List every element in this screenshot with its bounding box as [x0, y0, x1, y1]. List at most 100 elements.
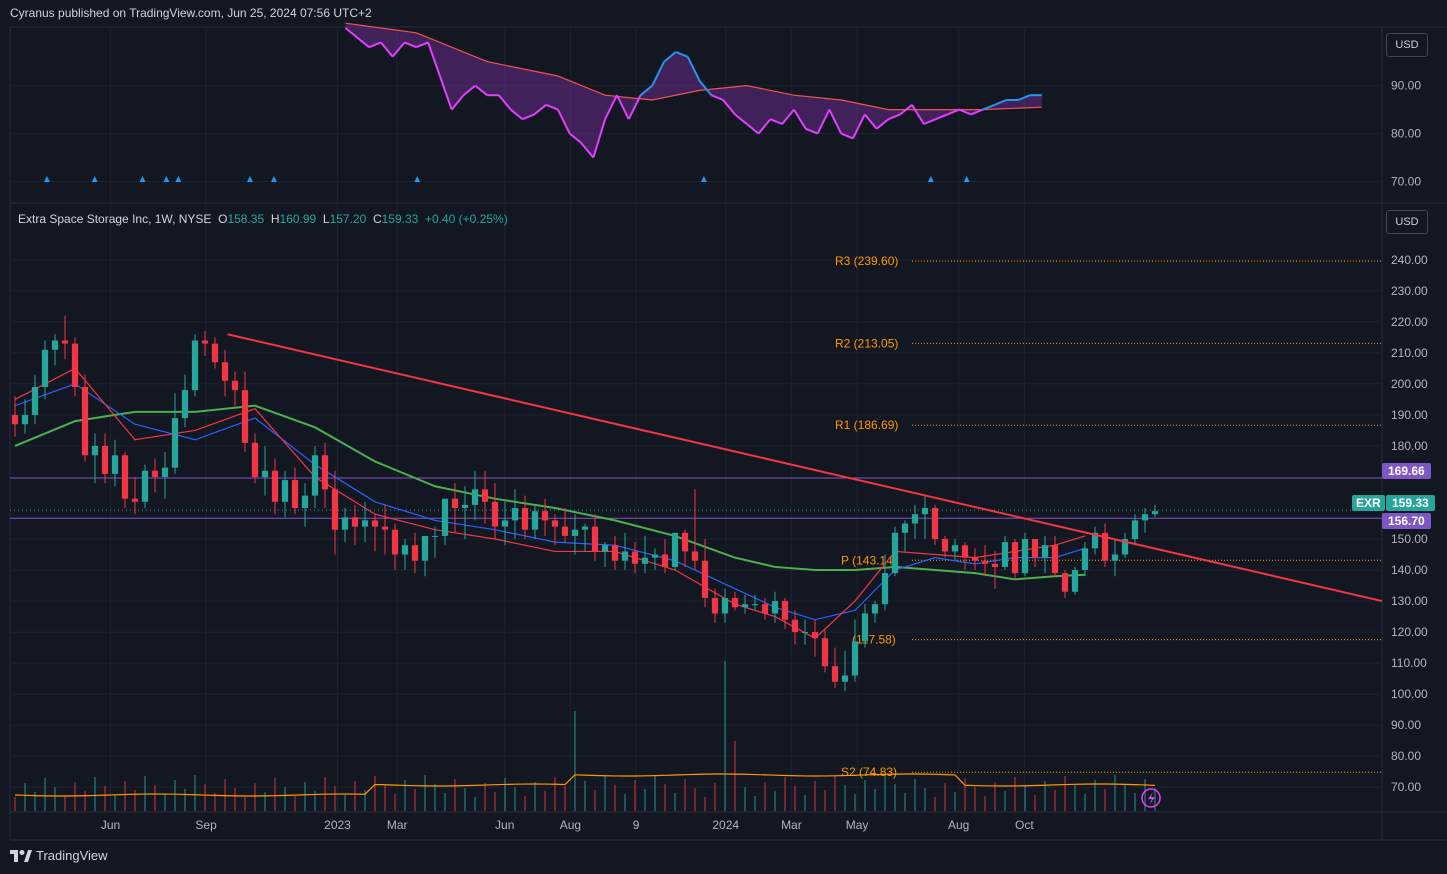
volume-bar: [454, 779, 456, 811]
candle-body: [11, 414, 19, 425]
time-tick-label: Sep: [195, 818, 217, 832]
candle-body: [1091, 532, 1099, 549]
candle-body: [71, 343, 79, 388]
publish-header: Cyranus published on TradingView.com, Ju…: [10, 6, 372, 20]
volume-bar: [874, 789, 876, 811]
volume-bar: [404, 780, 406, 811]
volume-bar: [1084, 794, 1086, 811]
volume-bar: [434, 784, 436, 811]
osc-main-segment: [510, 108, 524, 120]
candle-body: [221, 362, 229, 381]
candle-body: [581, 526, 589, 530]
legend-change: +0.40 (+0.25%): [424, 212, 508, 226]
volume-bar: [724, 661, 726, 811]
candle-body: [1051, 545, 1059, 574]
volume-bar: [134, 790, 136, 811]
volume-bar: [1114, 775, 1116, 811]
candle-body: [281, 480, 289, 502]
candle-body: [811, 632, 819, 639]
volume-bar: [284, 787, 286, 811]
osc-signal-marker: [91, 176, 98, 182]
osc-main-segment: [498, 94, 512, 111]
volume-bar: [994, 782, 996, 811]
volume-bar: [1014, 777, 1016, 811]
candle-body: [21, 414, 29, 425]
osc-main-segment: [875, 118, 890, 130]
candle-body: [181, 390, 189, 419]
candle-body: [961, 545, 969, 558]
osc-main-segment: [899, 104, 913, 116]
osc-main-segment: [522, 113, 535, 121]
volume-bar: [34, 792, 36, 811]
osc-main-segment: [888, 113, 901, 121]
osc-main-segment: [722, 99, 736, 116]
time-tick-label: Jun: [101, 818, 120, 832]
osc-main-segment: [545, 103, 559, 111]
candle-body: [881, 573, 889, 605]
candle-body: [1031, 539, 1039, 558]
osc-main-segment: [805, 127, 818, 135]
osc-signal-marker: [247, 176, 254, 182]
candle-body: [481, 489, 489, 502]
osc-main-segment: [663, 51, 677, 63]
volume-bar: [1124, 784, 1126, 811]
volume-bar: [1144, 779, 1146, 811]
candle-body: [451, 498, 459, 508]
volume-bar: [794, 786, 796, 811]
osc-main-segment: [474, 84, 488, 96]
candle-body: [131, 498, 139, 502]
candle-body: [941, 539, 949, 552]
volume-bar: [894, 784, 896, 811]
legend-high-label: H: [270, 212, 280, 226]
candle-body: [911, 514, 919, 524]
candle-body: [671, 532, 679, 567]
volume-bar: [194, 775, 196, 811]
osc-main-segment: [734, 113, 748, 125]
volume-bar: [354, 781, 356, 811]
candle-body: [51, 340, 59, 350]
candle-body: [1011, 542, 1019, 574]
volume-bar: [1154, 788, 1156, 811]
volume-bar: [614, 785, 616, 811]
lightning-icon-ring: [1141, 788, 1161, 808]
volume-bar: [504, 778, 506, 811]
currency-button-price[interactable]: USD: [1386, 210, 1428, 234]
legend-open-label: O: [218, 212, 228, 226]
volume-bar: [974, 787, 976, 811]
candle-body: [991, 563, 999, 567]
osc-main-segment: [710, 94, 724, 101]
osc-main-segment: [592, 118, 607, 158]
candle-body: [371, 520, 379, 527]
volume-bar: [364, 790, 366, 811]
volume-bar: [514, 787, 516, 811]
legend-low-label: L: [322, 212, 330, 226]
volume-bar: [84, 791, 86, 811]
volume-bar: [584, 781, 586, 811]
candle-body: [761, 604, 769, 614]
price-tick-label: 150.00: [1391, 532, 1428, 546]
candle-body: [621, 551, 629, 561]
currency-button-top[interactable]: USD: [1386, 33, 1428, 57]
candle-body: [841, 675, 849, 682]
price-tick-label: 140.00: [1391, 563, 1428, 577]
candle-body: [271, 470, 279, 502]
candle-body: [641, 557, 649, 564]
osc-main-segment: [852, 113, 866, 139]
volume-bar: [934, 797, 936, 811]
candle-body: [1021, 539, 1029, 574]
volume-bar: [224, 779, 226, 811]
candle-body: [461, 504, 469, 508]
price-tick-label: 180.00: [1391, 439, 1428, 453]
pivot-label: R1 (186.69): [835, 418, 898, 432]
candle-body: [731, 597, 739, 608]
candle-body: [351, 517, 359, 527]
osc-main-segment: [769, 118, 783, 125]
time-tick-label: May: [846, 818, 869, 832]
candle-body: [391, 529, 399, 555]
pivot-label: S2 (74.83): [841, 765, 897, 779]
osc-tick-label: 80.00: [1391, 127, 1421, 141]
volume-bar: [544, 791, 546, 811]
osc-main-segment: [982, 103, 995, 111]
osc-main-segment: [698, 80, 713, 96]
